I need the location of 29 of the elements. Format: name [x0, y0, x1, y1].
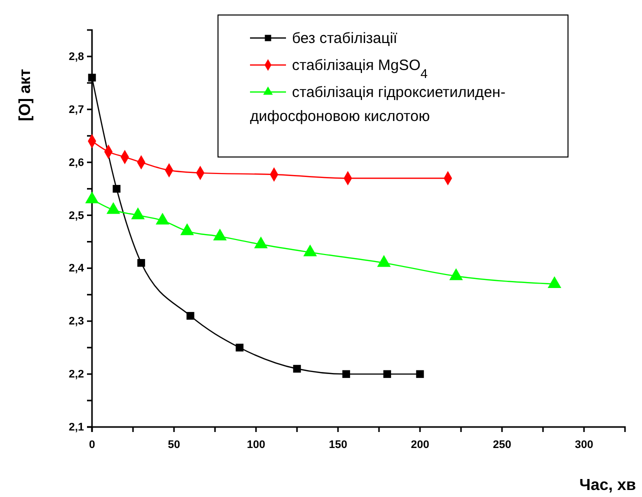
y-tick-label: 2,5 — [68, 210, 84, 222]
y-tick-label: 2,3 — [68, 316, 84, 328]
legend-label: стабілізація гідроксиетилиден-дифосфоновою кислотою — [250, 84, 506, 125]
x-tick-label: 300 — [574, 439, 594, 452]
y-tick-label: 2,4 — [68, 262, 85, 275]
x-tick-label: 0 — [88, 439, 96, 452]
x-tick-label: 100 — [246, 439, 266, 452]
point — [137, 259, 146, 267]
y-tick-label: 2,8 — [68, 50, 84, 63]
x-tick-label: 50 — [168, 439, 180, 452]
x-axis-title: Час, хв — [579, 477, 636, 494]
point — [342, 370, 350, 378]
point — [416, 370, 424, 378]
y-tick-label: 2,7 — [68, 104, 84, 116]
point — [112, 184, 120, 193]
point — [186, 312, 194, 320]
x-tick-label: 200 — [410, 439, 430, 452]
x-tick-label: 250 — [492, 439, 512, 452]
legend-label: без стабілізації — [292, 30, 398, 47]
y-tick-label: 2,6 — [68, 156, 84, 169]
x-tick-label: 150 — [328, 439, 348, 452]
y-tick-label: 2,1 — [68, 422, 84, 434]
point — [88, 74, 96, 82]
point — [383, 370, 392, 378]
legend-label: стабілізація MgSO$_{4}$ — [292, 57, 428, 80]
y-tick-label: 2,2 — [68, 368, 84, 381]
point — [236, 344, 244, 352]
y-axis-title: [O] акт — [17, 68, 34, 122]
point — [293, 364, 301, 373]
